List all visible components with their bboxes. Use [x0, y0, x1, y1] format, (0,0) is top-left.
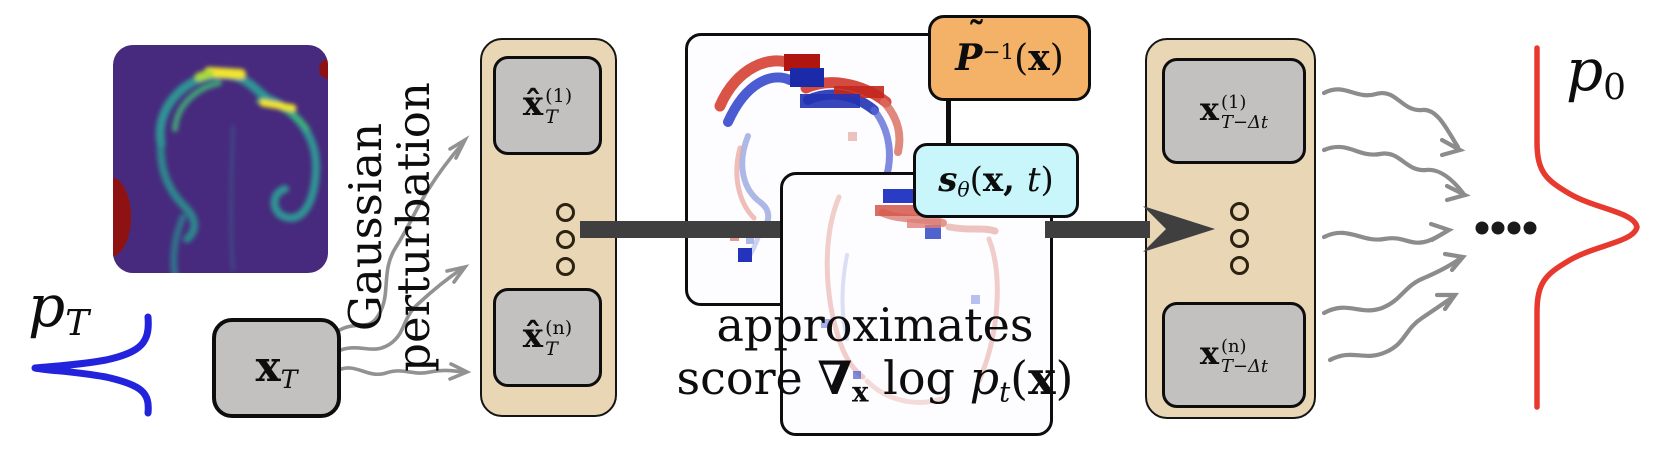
- xhat-sub: T: [545, 337, 558, 360]
- xT-sub: T: [280, 365, 298, 395]
- scorenet-sub: θ: [957, 177, 970, 202]
- vorticity-field-image: [113, 45, 328, 273]
- p0-base: p: [1566, 36, 1604, 104]
- scorenet-arg2: t: [1026, 159, 1041, 200]
- precond-base: P: [955, 37, 983, 79]
- ensemble-in-bottom-label: x̂ (n) T: [522, 315, 573, 360]
- xhat-base: x̂: [522, 315, 544, 356]
- pT-label: pT: [28, 272, 89, 344]
- ellipsis-dots: [1475, 221, 1537, 235]
- gaussian-perturbation-label: Gaussian perturbation: [339, 66, 452, 388]
- pT-sub: T: [65, 302, 90, 344]
- ensemble-out-dots: [1230, 202, 1249, 275]
- perturbation-line2: perturbation: [387, 82, 441, 372]
- score-network-label: sθ(x, t): [938, 159, 1054, 202]
- ensemble-out-bottom-label: x (n) T−Δt: [1200, 334, 1268, 376]
- scorenet-arg1: x: [982, 159, 1004, 200]
- ensemble-in-top-chip: x̂ (1) T: [493, 56, 602, 155]
- x-sup: (1): [1221, 91, 1247, 113]
- score-network-box: sθ(x, t): [913, 143, 1079, 218]
- precond-arg: x: [1028, 37, 1050, 79]
- operator-connector-line: [946, 92, 950, 146]
- ensemble-in-dots: [556, 203, 575, 276]
- score-caption: approximates score ∇x log pt(x): [630, 298, 1120, 410]
- scorenet-base: s: [938, 159, 958, 200]
- p0-sub: 0: [1603, 66, 1627, 108]
- ensemble-in-bottom-chip: x̂ (n) T: [493, 288, 602, 387]
- forward-arrow-bar: [580, 221, 781, 238]
- xhat-sup: (1): [545, 84, 573, 107]
- xT-base: x: [255, 341, 281, 391]
- precond-operator-box: P ˜ −1(x): [928, 15, 1091, 101]
- ensemble-in-top-label: x̂ (1) T: [522, 83, 573, 128]
- xhat-sup: (n): [545, 316, 573, 339]
- xT-chip: xT: [212, 318, 341, 418]
- nabla-symbol: ∇: [817, 351, 853, 406]
- ensemble-out-top-chip: x (1) T−Δt: [1162, 58, 1306, 164]
- x-sup: (n): [1221, 335, 1247, 357]
- perturbation-line1: Gaussian: [339, 122, 392, 332]
- forward-arrowhead: [1045, 206, 1215, 252]
- reverse-step-wavy-arrows: [1321, 87, 1471, 363]
- pT-distribution-curve: [31, 313, 152, 417]
- perturbation-wavy-arrows: [334, 135, 472, 381]
- xhat-sub: T: [545, 105, 558, 128]
- precond-label: P ˜ −1(x): [955, 14, 1064, 79]
- ensemble-out-bottom-chip: x (n) T−Δt: [1162, 302, 1306, 408]
- x-sub: T−Δt: [1221, 355, 1269, 377]
- p0-label: p0: [1566, 36, 1626, 108]
- precond-exponent: −1: [982, 40, 1015, 66]
- tilde-accent: ˜: [967, 14, 986, 57]
- xT-label: xT: [256, 342, 298, 394]
- xhat-base: x̂: [522, 83, 544, 124]
- p0-distribution-curve: [1534, 45, 1640, 410]
- caption-line2: score ∇x log pt(x): [676, 351, 1074, 410]
- ensemble-out-top-label: x (1) T−Δt: [1200, 90, 1268, 132]
- x-base: x: [1199, 90, 1219, 129]
- x-sub: T−Δt: [1221, 111, 1269, 133]
- pT-base: p: [28, 272, 66, 340]
- x-base: x: [1199, 334, 1219, 373]
- caption-line1: approximates: [716, 298, 1034, 352]
